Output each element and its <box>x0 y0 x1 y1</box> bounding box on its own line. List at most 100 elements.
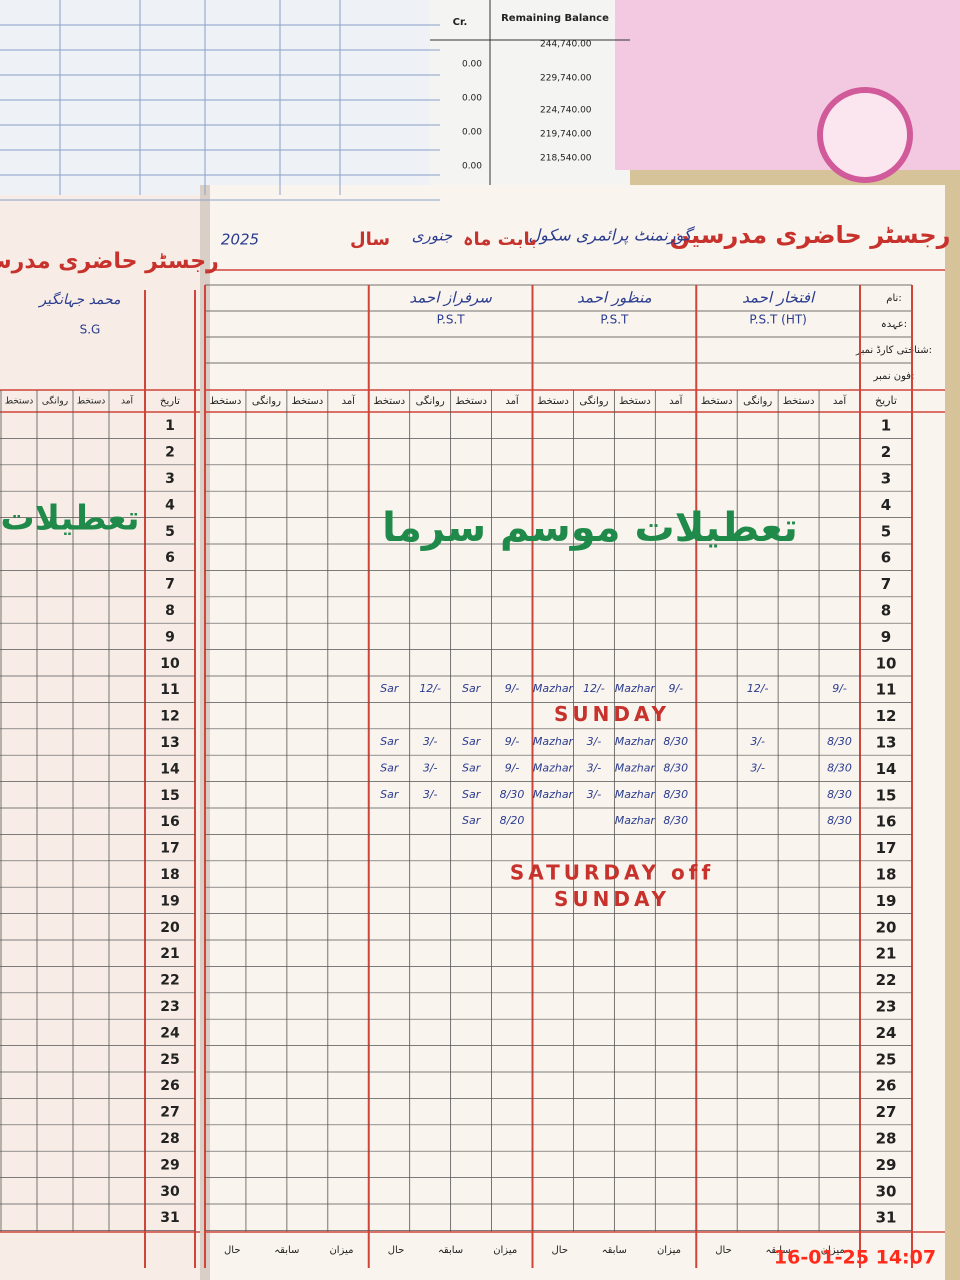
left-date-number: 9 <box>165 629 175 645</box>
attendance-entry: Sar <box>380 682 400 695</box>
date-number: 16 <box>876 813 897 831</box>
attendance-entry: 12/- <box>747 682 769 695</box>
attendance-entry: 9/- <box>668 682 683 695</box>
column-header: روانگی <box>743 395 772 407</box>
balance-value: 244,740.00 <box>540 40 592 50</box>
year: 2025 <box>221 231 259 249</box>
date-number: 23 <box>876 998 897 1016</box>
attendance-entry: Sar <box>462 814 482 827</box>
attendance-entry: Mazhar <box>533 682 575 695</box>
attendance-entry: 8/30 <box>500 788 525 801</box>
profile-label: عہدہ: <box>881 319 907 330</box>
attendance-entry: Sar <box>462 682 482 695</box>
left-date-number: 25 <box>160 1052 179 1068</box>
column-header: دستخط <box>455 396 487 407</box>
credit-header: Cr. <box>453 17 468 28</box>
attendance-entry: Sar <box>380 735 400 748</box>
attendance-entry: Sar <box>462 761 482 774</box>
holiday-note: تعطیلات موسم سرما <box>382 505 798 551</box>
left-date-number: 10 <box>160 656 180 672</box>
footer-label: میزان <box>821 1245 845 1256</box>
date-number: 18 <box>876 866 897 884</box>
date-number: 5 <box>881 522 891 540</box>
left-date-number: 16 <box>160 814 179 830</box>
left-date-number: 20 <box>160 920 180 936</box>
attendance-entry: Mazhar <box>533 735 575 748</box>
attendance-entry: Sar <box>380 788 400 801</box>
left-date-number: 27 <box>160 1105 179 1121</box>
left-date-number: 6 <box>165 550 175 566</box>
left-date-number: 24 <box>160 1025 180 1041</box>
column-header: آمد <box>833 394 848 407</box>
teacher-name: افتخار احمد <box>742 289 816 307</box>
date-number: 31 <box>876 1209 897 1227</box>
left-date-number: 13 <box>160 735 179 751</box>
footer-label: سابقہ <box>602 1245 627 1256</box>
date-number: 1 <box>881 417 891 435</box>
left-date-number: 1 <box>165 418 175 434</box>
date-number: 8 <box>881 602 891 620</box>
attendance-entry: 8/30 <box>827 788 852 801</box>
balance-value: 224,740.00 <box>540 106 592 116</box>
left-column-header: دستخط <box>77 397 106 407</box>
left-date-number: 15 <box>160 788 179 804</box>
left-date-number: 12 <box>160 709 179 725</box>
footer-label: حال <box>224 1245 241 1256</box>
attendance-entry: Mazhar <box>615 814 657 827</box>
attendance-entry: 8/30 <box>663 788 688 801</box>
attendance-entry: Mazhar <box>533 761 575 774</box>
left-date-number: 5 <box>165 524 175 540</box>
footer-label: سابقہ <box>766 1245 791 1256</box>
left-teacher-designation: S.G <box>80 323 101 337</box>
profile-label: نام: <box>886 293 901 304</box>
footer-label: میزان <box>657 1245 681 1256</box>
footer-label: حال <box>388 1245 405 1256</box>
attendance-entry: 3/- <box>750 735 765 748</box>
credit-value: 0.00 <box>462 162 482 172</box>
teacher-designation: P.S.T <box>437 313 466 327</box>
date-number: 14 <box>876 760 897 778</box>
left-date-number: 17 <box>160 841 179 857</box>
attendance-entry: 8/20 <box>500 814 525 827</box>
right-page <box>205 185 945 1280</box>
date-number: 17 <box>876 839 897 857</box>
attendance-entry: Mazhar <box>615 735 657 748</box>
column-header: دستخط <box>619 396 651 407</box>
column-header: دستخط <box>373 396 405 407</box>
attendance-entry: 9/- <box>832 682 847 695</box>
left-date-number: 22 <box>160 973 179 989</box>
date-number: 22 <box>876 971 897 989</box>
attendance-entry: 8/30 <box>827 814 852 827</box>
column-header: دستخط <box>537 396 569 407</box>
attendance-entry: Mazhar <box>615 788 657 801</box>
attendance-entry: 8/30 <box>827 761 852 774</box>
column-header: دستخط <box>701 396 733 407</box>
attendance-entry: 12/- <box>419 682 441 695</box>
date-number: 15 <box>876 786 897 804</box>
month: جنوری <box>412 227 453 245</box>
timestamp: 16-01-25 14:07 <box>774 1247 936 1269</box>
attendance-entry: Mazhar <box>615 682 657 695</box>
profile-label: فون نمبر: <box>873 371 915 382</box>
balance-value: 218,540.00 <box>540 154 592 164</box>
date-number: 19 <box>876 892 897 910</box>
footer-label: سابقہ <box>274 1245 299 1256</box>
balance-header: Remaining Balance <box>501 13 609 24</box>
footer-label: حال <box>715 1245 732 1256</box>
attendance-entry: 9/- <box>505 761 520 774</box>
attendance-entry: Mazhar <box>533 788 575 801</box>
attendance-entry: Sar <box>462 735 482 748</box>
teacher-name: منظور احمد <box>577 289 652 307</box>
date-number: 27 <box>876 1103 897 1121</box>
left-date-number: 31 <box>160 1210 179 1226</box>
footer-label: سابقہ <box>438 1245 463 1256</box>
date-header: تاریخ <box>875 394 897 407</box>
left-date-number: 4 <box>165 497 175 513</box>
date-number: 24 <box>876 1024 897 1042</box>
date-number: 9 <box>881 628 891 646</box>
attendance-entry: 8/30 <box>827 735 852 748</box>
attendance-entry: 3/- <box>587 788 602 801</box>
column-header: دستخط <box>210 396 242 407</box>
balance-value: 229,740.00 <box>540 74 592 84</box>
